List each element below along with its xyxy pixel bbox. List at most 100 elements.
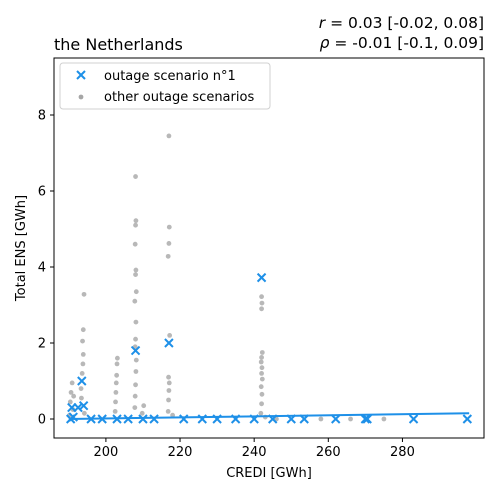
y-tick-label: 0: [38, 413, 46, 428]
data-point-other: [113, 390, 119, 395]
data-point-other: [170, 412, 176, 418]
data-point-other: [166, 397, 171, 403]
legend: outage scenario n°1 other outage scenari…: [59, 62, 271, 110]
data-point-other: [259, 300, 265, 306]
data-point-other: [133, 222, 138, 228]
data-point-highlight: [360, 414, 371, 424]
data-point-other: [259, 371, 264, 376]
y-tick-label: 2: [38, 337, 46, 352]
legend-x-glyph: [76, 70, 86, 80]
data-point-other: [166, 374, 171, 380]
stat-spearman-rho: ρ = -0.01 [-0.1, 0.09]: [320, 34, 484, 52]
y-axis-ticks: 0 2 4 6 8: [38, 109, 54, 428]
data-point-other: [259, 401, 264, 407]
data-point-other: [258, 384, 264, 390]
data-point-other: [258, 359, 264, 365]
axes-frame: [53, 57, 485, 439]
stat-r-value: = 0.03 [-0.02, 0.08]: [325, 14, 484, 32]
data-point-other: [113, 380, 119, 386]
data-point-highlight: [462, 414, 473, 424]
x-tick-label: 280: [390, 445, 415, 460]
data-point-other: [133, 267, 139, 273]
legend-box: [59, 62, 271, 110]
data-point-other: [79, 371, 85, 376]
data-point-other: [133, 336, 138, 342]
data-point-other: [165, 409, 171, 414]
data-point-other: [259, 350, 265, 355]
data-point-highlight: [130, 345, 141, 356]
trend-line: [68, 412, 470, 420]
data-point-other: [114, 372, 120, 378]
stat-rho-value: = -0.01 [-0.1, 0.09]: [329, 34, 484, 52]
data-point-highlight: [77, 376, 87, 386]
data-point-highlight: [256, 272, 267, 283]
legend-dot-marker-icon: [78, 94, 84, 100]
trend-layer: [68, 412, 470, 420]
data-point-other: [258, 410, 264, 416]
x-tick-label: 260: [316, 445, 341, 460]
data-point-other: [80, 361, 86, 367]
data-point-other: [166, 224, 172, 230]
stat-rho-symbol: ρ: [320, 34, 330, 52]
data-point-other: [133, 319, 139, 325]
data-point-other: [381, 416, 387, 422]
data-point-other: [166, 133, 172, 139]
data-point-other: [80, 327, 86, 333]
data-point-other: [133, 289, 139, 295]
data-point-other: [348, 416, 353, 422]
y-axis-label: Total ENS [GWh]: [14, 195, 29, 302]
data-point-other: [133, 174, 138, 179]
data-point-highlight: [138, 414, 148, 424]
data-point-other: [141, 403, 147, 409]
data-point-other: [80, 338, 85, 344]
y-tick-label: 8: [38, 109, 46, 124]
data-point-highlight: [78, 400, 89, 411]
stat-r-symbol: r: [319, 14, 327, 32]
data-point-other: [132, 241, 138, 247]
data-point-other: [166, 241, 172, 246]
y-tick-label: 6: [38, 185, 46, 200]
data-point-other: [165, 253, 171, 259]
data-point-other: [166, 388, 172, 393]
data-point-highlight: [164, 338, 174, 348]
data-point-other: [133, 369, 139, 374]
data-point-other: [81, 410, 87, 416]
data-point-other: [259, 376, 265, 382]
data-point-other: [114, 355, 120, 361]
x-axis-ticks: 200 220 240 260 280: [93, 438, 415, 460]
x-axis-label: CREDI [GWh]: [226, 466, 312, 481]
data-point-highlight: [408, 414, 419, 424]
data-point-other: [67, 399, 73, 405]
data-point-other: [259, 365, 265, 371]
data-point-other: [259, 355, 264, 360]
data-point-other: [71, 393, 77, 399]
data-point-highlight: [362, 414, 372, 424]
data-point-highlight: [73, 402, 83, 413]
data-point-other: [78, 386, 84, 391]
legend-x-marker-icon: [76, 70, 86, 80]
data-point-other: [259, 294, 264, 300]
data-point-other: [167, 333, 173, 338]
data-point-other: [133, 382, 138, 388]
data-point-other: [69, 380, 75, 386]
x-tick-label: 220: [168, 445, 193, 460]
stat-pearson-r: r = 0.03 [-0.02, 0.08]: [319, 14, 484, 32]
x-tick-label: 200: [93, 445, 118, 460]
data-point-other: [259, 306, 264, 312]
legend-label-other: other outage scenarios: [104, 90, 254, 105]
data-point-other: [133, 218, 139, 224]
data-point-other: [132, 393, 138, 399]
legend-label-highlight: outage scenario n°1: [104, 69, 236, 84]
data-point-other: [318, 416, 324, 422]
data-point-highlight: [331, 414, 341, 424]
x-tick-label: 240: [242, 445, 267, 460]
data-point-other: [132, 298, 138, 304]
data-point-other: [133, 357, 139, 363]
data-point-other: [68, 390, 74, 395]
data-point-other: [114, 361, 120, 367]
data-point-other: [79, 395, 84, 401]
data-point-other: [81, 291, 87, 297]
data-point-other: [113, 399, 118, 405]
chart-title: the Netherlands: [54, 35, 183, 54]
